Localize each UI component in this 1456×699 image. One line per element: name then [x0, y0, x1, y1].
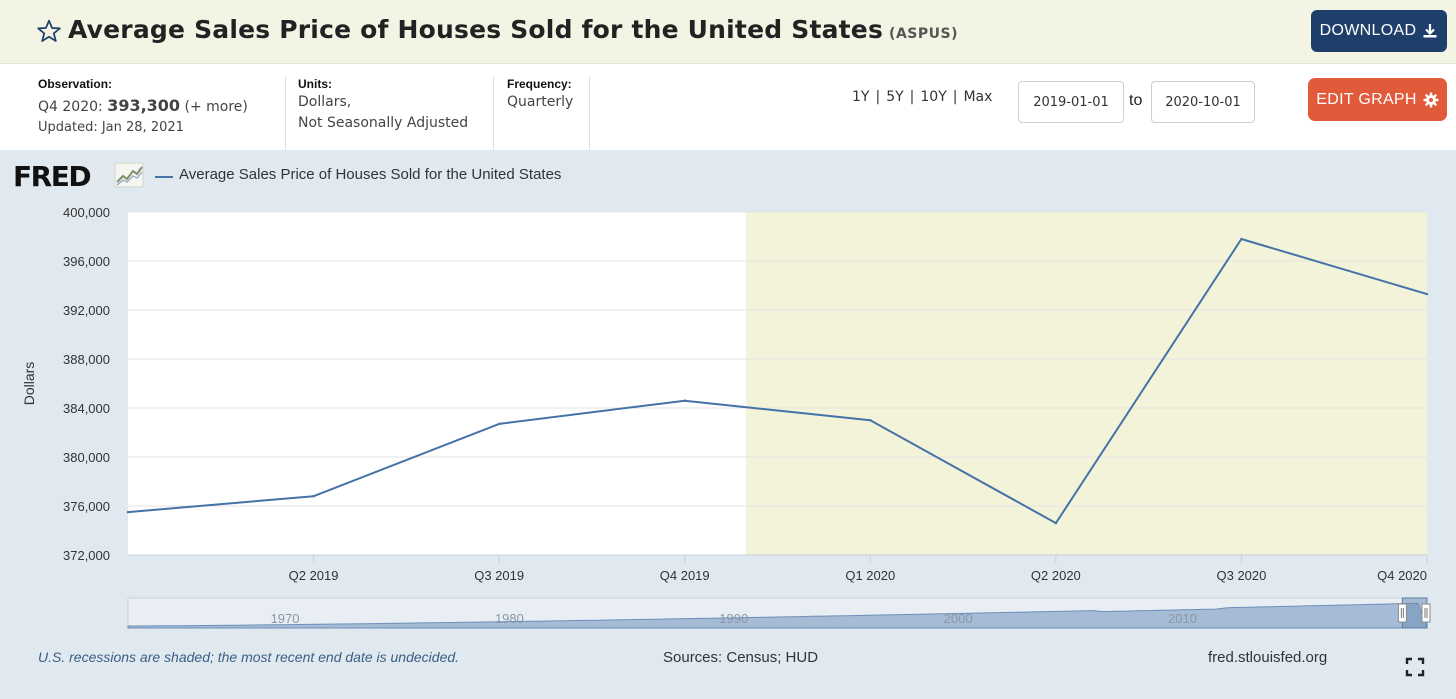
y-axis-label: Dollars: [21, 362, 37, 406]
range-5y-link[interactable]: 5Y: [886, 89, 904, 105]
fullscreen-icon[interactable]: [1405, 657, 1425, 677]
data-point: [1054, 521, 1058, 525]
observation-more-link[interactable]: (+ more): [184, 99, 248, 115]
recession-note: U.S. recessions are shaded; the most rec…: [38, 649, 460, 665]
range-links: 1Y | 5Y | 10Y | Max: [852, 89, 992, 105]
sources-text: Sources: Census; HUD: [663, 649, 819, 666]
to-label: to: [1129, 92, 1143, 109]
observation-value: 393,300: [107, 96, 181, 115]
legend-label: Average Sales Price of Houses Sold for t…: [179, 166, 562, 183]
navigator-year-label: 2000: [944, 611, 973, 626]
y-tick-label: 392,000: [63, 303, 110, 318]
download-icon: [1423, 24, 1437, 38]
data-point: [683, 399, 686, 402]
navigator-year-label: 1990: [719, 611, 748, 626]
navigator-area: [127, 602, 1428, 629]
navigator-left-handle[interactable]: [1397, 603, 1407, 623]
navigator-year-label: 1980: [495, 611, 524, 626]
end-date-input[interactable]: [1151, 81, 1255, 123]
edit-graph-label: EDIT GRAPH: [1316, 90, 1417, 108]
range-separator: |: [952, 89, 958, 105]
units-block: Units: Dollars, Not Seasonally Adjusted: [298, 64, 488, 150]
recession-shade: [745, 212, 1427, 555]
data-point: [312, 495, 315, 498]
start-date-input[interactable]: [1018, 81, 1124, 123]
navigator-right-handle[interactable]: [1421, 603, 1431, 623]
y-tick-label: 376,000: [63, 499, 110, 514]
line-chart: 372,000 376,000 380,000 384,000 388,000 392,0…: [21, 205, 1431, 629]
frequency-label: Frequency:: [507, 77, 572, 91]
range-max-link[interactable]: Max: [963, 89, 993, 105]
page-title-text: Average Sales Price of Houses Sold for t…: [68, 15, 884, 44]
fred-chart-logo-icon: [114, 162, 144, 188]
y-tick-label: 396,000: [63, 254, 110, 269]
meta-divider: [493, 76, 494, 150]
y-tick-label: 400,000: [63, 205, 110, 220]
observation-line: Q4 2020: 393,300 (+ more): [38, 96, 248, 115]
data-point: [1240, 237, 1243, 241]
gear-icon: [1423, 92, 1439, 107]
download-button[interactable]: DOWNLOAD: [1311, 10, 1447, 52]
data-point: [126, 510, 130, 514]
updated-date: Updated: Jan 28, 2021: [38, 120, 184, 135]
meta-divider: [589, 76, 590, 150]
units-label: Units:: [298, 77, 332, 91]
star-outline-icon[interactable]: [36, 18, 62, 44]
y-tick-label: 372,000: [63, 548, 110, 563]
observation-label: Observation:: [38, 77, 113, 91]
edit-graph-button[interactable]: EDIT GRAPH: [1308, 78, 1447, 121]
legend-swatch: [155, 176, 173, 178]
range-1y-link[interactable]: 1Y: [852, 89, 870, 105]
series-id: (ASPUS): [889, 26, 958, 42]
x-tick-label: Q4 2020: [1377, 568, 1427, 583]
data-point: [869, 419, 872, 422]
y-tick-label: 380,000: [63, 450, 110, 465]
observation-period: Q4 2020:: [38, 99, 103, 115]
data-point: [1425, 292, 1429, 296]
x-tick-label: Q1 2020: [845, 568, 895, 583]
x-tick-label: Q3 2019: [474, 568, 524, 583]
range-separator: |: [875, 89, 881, 105]
frequency-block: Frequency: Quarterly: [507, 64, 587, 150]
range-10y-link[interactable]: 10Y: [920, 89, 947, 105]
page-title: Average Sales Price of Houses Sold for t…: [68, 15, 958, 44]
frequency-value: Quarterly: [507, 94, 574, 110]
series-line: [127, 238, 1428, 525]
x-tick-label: Q4 2019: [660, 568, 710, 583]
x-tick-label: Q3 2020: [1216, 568, 1266, 583]
navigator-year-label: 1970: [271, 611, 300, 626]
navigator-year-label: 2010: [1168, 611, 1197, 626]
range-separator: |: [909, 89, 915, 105]
data-point: [497, 422, 501, 426]
units-line-1: Dollars,: [298, 94, 352, 110]
x-tick-label: Q2 2019: [289, 568, 339, 583]
y-tick-label: 384,000: [63, 401, 110, 416]
download-label: DOWNLOAD: [1319, 22, 1417, 39]
observation-block: Observation: Q4 2020: 393,300 (+ more) U…: [38, 64, 278, 150]
title-bar: [0, 0, 1456, 64]
y-tick-label: 388,000: [63, 352, 110, 367]
meta-divider: [285, 76, 286, 150]
fred-url-link[interactable]: fred.stlouisfed.org: [1208, 649, 1328, 666]
fred-logo: FRED: [13, 160, 92, 193]
units-line-2: Not Seasonally Adjusted: [298, 115, 469, 131]
x-tick-label: Q2 2020: [1031, 568, 1081, 583]
